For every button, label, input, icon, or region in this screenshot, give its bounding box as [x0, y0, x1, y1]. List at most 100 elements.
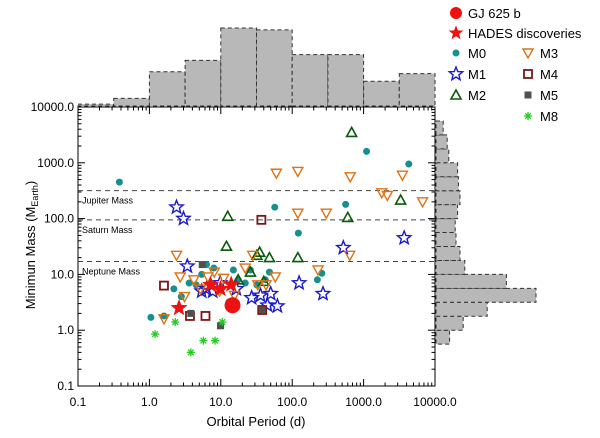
point-m0	[342, 200, 350, 208]
point-m0	[170, 285, 178, 293]
right-hist-bar	[435, 204, 459, 220]
point-m8	[171, 318, 180, 327]
top-hist-bar	[113, 97, 150, 107]
y-tick-label: 0.1	[57, 379, 74, 393]
legend-item: HADES discoveries	[448, 25, 582, 41]
legend-marker	[524, 112, 532, 120]
legend-marker	[452, 49, 460, 57]
reference-line-label: Saturn Mass	[82, 225, 133, 235]
point-m3	[251, 280, 265, 292]
point-m1	[290, 274, 308, 291]
point-m8	[211, 336, 220, 345]
right-hist-bar	[435, 329, 451, 345]
point-m3	[320, 208, 333, 220]
point-m4	[200, 311, 211, 321]
point-hades-discoveries	[170, 299, 188, 316]
right-hist-bar	[435, 259, 466, 275]
legend-item: M2	[449, 88, 486, 103]
right-hist-bar	[435, 134, 448, 150]
right-hist-bar	[435, 120, 444, 136]
data-points	[115, 125, 429, 357]
right-hist-bar	[435, 246, 461, 261]
point-m3	[228, 290, 241, 302]
point-m2	[341, 210, 355, 223]
legend-item: M5	[524, 88, 558, 103]
point-m3	[187, 275, 201, 287]
point-m3	[208, 267, 221, 279]
point-hades-discoveries	[202, 275, 220, 293]
point-m8	[186, 348, 195, 357]
top-hist-bar	[77, 103, 115, 107]
legend-label: M3	[540, 46, 558, 61]
point-m3	[343, 250, 356, 262]
point-m1	[178, 257, 196, 274]
point-m1	[174, 209, 192, 226]
legend-item: M0	[452, 46, 486, 61]
point-m3	[239, 263, 252, 275]
point-m0	[115, 178, 123, 186]
point-m0	[147, 313, 155, 321]
top-hist-bar	[363, 80, 400, 107]
point-m4	[257, 305, 268, 315]
point-m2	[291, 250, 305, 263]
x-tick-label: 10.0	[209, 395, 233, 409]
point-m0	[229, 266, 237, 274]
point-m1	[262, 284, 280, 301]
point-m3	[375, 188, 389, 200]
point-m1	[314, 284, 332, 301]
point-m1	[334, 238, 352, 255]
point-m1	[395, 229, 413, 246]
point-hades-discoveries	[222, 275, 240, 292]
point-m5	[187, 309, 195, 317]
reference-line-label: Neptune Mass	[82, 267, 141, 277]
point-m3	[259, 280, 273, 292]
legend-item: M8	[524, 109, 558, 124]
point-m3	[291, 208, 305, 220]
point-m0	[294, 229, 302, 237]
y-tick-label: 10.0	[51, 267, 75, 281]
legend-item: M1	[447, 65, 486, 82]
point-m8	[218, 318, 227, 327]
legend-item: M3	[521, 46, 558, 61]
y-tick-label: 1.0	[57, 323, 74, 337]
legend-marker	[523, 69, 533, 79]
legend-marker	[448, 25, 464, 40]
right-hist-bar	[435, 148, 450, 164]
y-tick-label: 100.0	[44, 212, 74, 226]
point-m2	[250, 248, 264, 261]
point-m3	[381, 190, 394, 202]
point-m0	[185, 279, 193, 287]
point-m1	[252, 286, 270, 303]
point-gj-625-b	[224, 297, 241, 314]
point-m2	[220, 239, 233, 252]
right-hist-bar	[435, 176, 459, 192]
point-m3	[246, 250, 259, 262]
point-m0	[313, 276, 321, 284]
x-tick-label: 0.1	[70, 395, 87, 409]
legend-marker	[449, 88, 463, 100]
top-hist-bar	[148, 71, 186, 107]
point-m3	[217, 273, 230, 285]
right-mass-histogram	[435, 120, 537, 345]
point-m5	[216, 322, 224, 330]
top-hist-bar	[398, 73, 436, 107]
point-m2	[263, 250, 276, 263]
reference-mass-lines: Jupiter Mass Saturn Mass Neptune Mass	[78, 190, 435, 277]
right-hist-bar	[435, 273, 507, 289]
point-m3	[170, 250, 183, 262]
x-axis-label: Orbital Period (d)	[207, 414, 306, 429]
point-m3	[157, 314, 171, 326]
reference-line-label: Jupiter Mass	[82, 196, 134, 206]
legend-label: M2	[468, 88, 486, 103]
point-hades-discoveries	[211, 279, 229, 297]
right-hist-bar	[435, 232, 457, 248]
y-tick-label: 1000.0	[37, 156, 74, 170]
top-hist-bar	[256, 29, 293, 107]
point-m2	[394, 193, 407, 205]
right-hist-bar	[435, 287, 537, 303]
point-m0	[241, 279, 249, 287]
legend-label: GJ 625 b	[468, 6, 521, 21]
legend-item: GJ 625 b	[450, 6, 521, 21]
y-tick-label: 10000.0	[31, 100, 75, 114]
